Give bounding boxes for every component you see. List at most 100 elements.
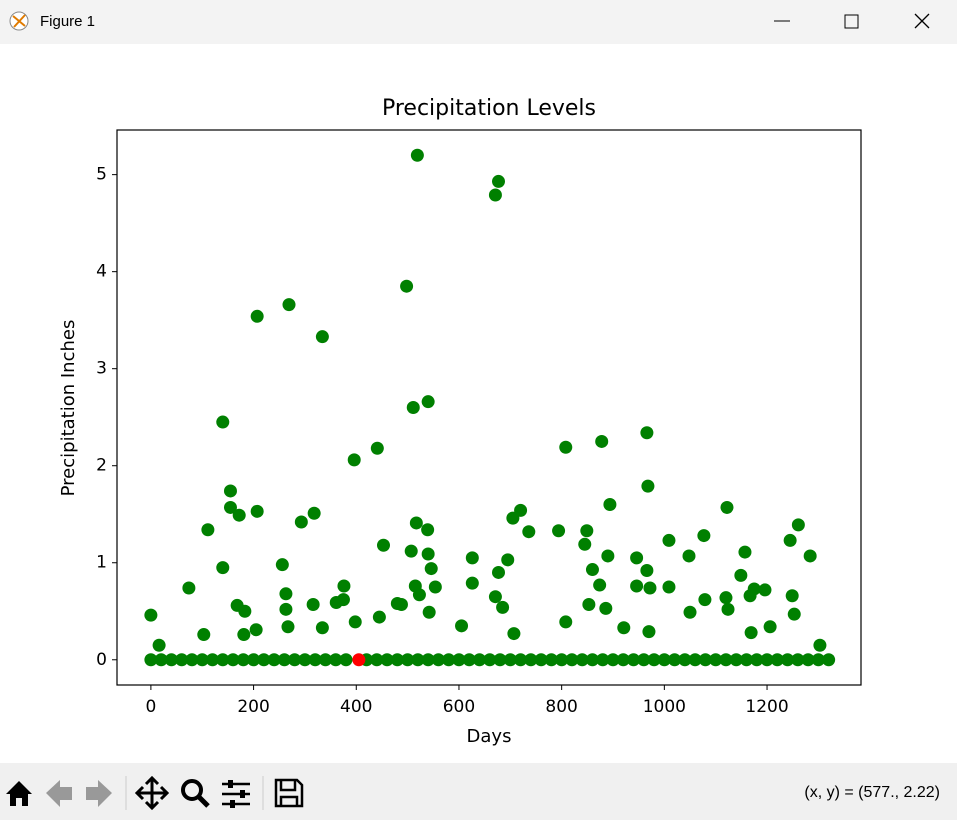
point [524, 653, 538, 667]
point [596, 653, 610, 667]
point [390, 653, 404, 667]
point [223, 500, 237, 514]
close-button[interactable] [914, 13, 930, 29]
point [617, 621, 631, 635]
point [288, 653, 302, 667]
x-tick-label: 600 [443, 697, 475, 717]
point [522, 525, 536, 539]
point [380, 653, 394, 667]
point [585, 653, 599, 667]
point [250, 309, 264, 323]
point [462, 653, 476, 667]
point [803, 549, 817, 563]
title-bar [0, 0, 957, 44]
point [315, 621, 329, 635]
point [279, 602, 293, 616]
point [662, 580, 676, 594]
home-button[interactable] [6, 781, 32, 806]
chart: Precipitation Levels Days Precipitation … [58, 96, 862, 747]
zoom-button[interactable] [181, 779, 203, 801]
point [603, 498, 617, 512]
x-tick-label: 1200 [745, 697, 788, 717]
point [318, 653, 332, 667]
point [599, 601, 613, 615]
point [813, 638, 827, 652]
point [688, 653, 702, 667]
point [734, 568, 748, 582]
point [201, 523, 215, 537]
point [582, 597, 596, 611]
point [781, 653, 795, 667]
point [630, 579, 644, 593]
window-title: Figure 1 [40, 13, 95, 30]
point [662, 533, 676, 547]
point [763, 620, 777, 634]
point [719, 653, 733, 667]
point [491, 565, 505, 579]
point [275, 558, 289, 572]
point [337, 579, 351, 593]
point [352, 653, 366, 667]
point [791, 518, 805, 532]
point [249, 623, 263, 637]
point [811, 653, 825, 667]
point [339, 653, 353, 667]
point [410, 148, 424, 162]
x-tick-label: 0 [145, 697, 156, 717]
point [421, 547, 435, 561]
point [559, 615, 573, 629]
point [281, 620, 295, 634]
point [647, 653, 661, 667]
point [488, 590, 502, 604]
point [370, 653, 384, 667]
y-tick-label: 5 [96, 165, 107, 185]
x-tick-label: 400 [340, 697, 372, 717]
point [678, 653, 692, 667]
point [237, 628, 251, 642]
point [483, 653, 497, 667]
x-tick-label: 800 [545, 697, 577, 717]
point [226, 653, 240, 667]
back-button[interactable] [46, 780, 72, 807]
forward-button[interactable] [86, 780, 112, 807]
point [282, 298, 296, 312]
pan-button[interactable] [134, 775, 170, 811]
status-text: (x, y) = (577., 2.22) [804, 784, 940, 801]
point [376, 538, 390, 552]
point [514, 503, 528, 517]
point [195, 653, 209, 667]
point [412, 588, 426, 602]
point [307, 506, 321, 520]
point [637, 653, 651, 667]
point [575, 653, 589, 667]
point [406, 401, 420, 414]
point [473, 653, 487, 667]
point [164, 653, 178, 667]
point [544, 653, 558, 667]
point [668, 653, 682, 667]
point [216, 561, 230, 575]
point [683, 605, 697, 619]
point [394, 597, 408, 611]
maximize-button[interactable] [844, 14, 859, 29]
point [185, 653, 199, 667]
point [400, 279, 414, 293]
point [534, 653, 548, 667]
point [785, 589, 799, 603]
point [267, 653, 281, 667]
point [496, 600, 510, 614]
point [306, 597, 320, 611]
point [411, 653, 425, 667]
point [370, 441, 384, 455]
point [760, 653, 774, 667]
point [308, 653, 322, 667]
configure-button[interactable] [222, 782, 250, 806]
point [559, 440, 573, 454]
point [455, 619, 469, 633]
save-button[interactable] [274, 778, 304, 808]
y-tick-label: 0 [96, 650, 107, 670]
point [698, 593, 712, 607]
point [404, 544, 418, 558]
point [152, 638, 166, 652]
